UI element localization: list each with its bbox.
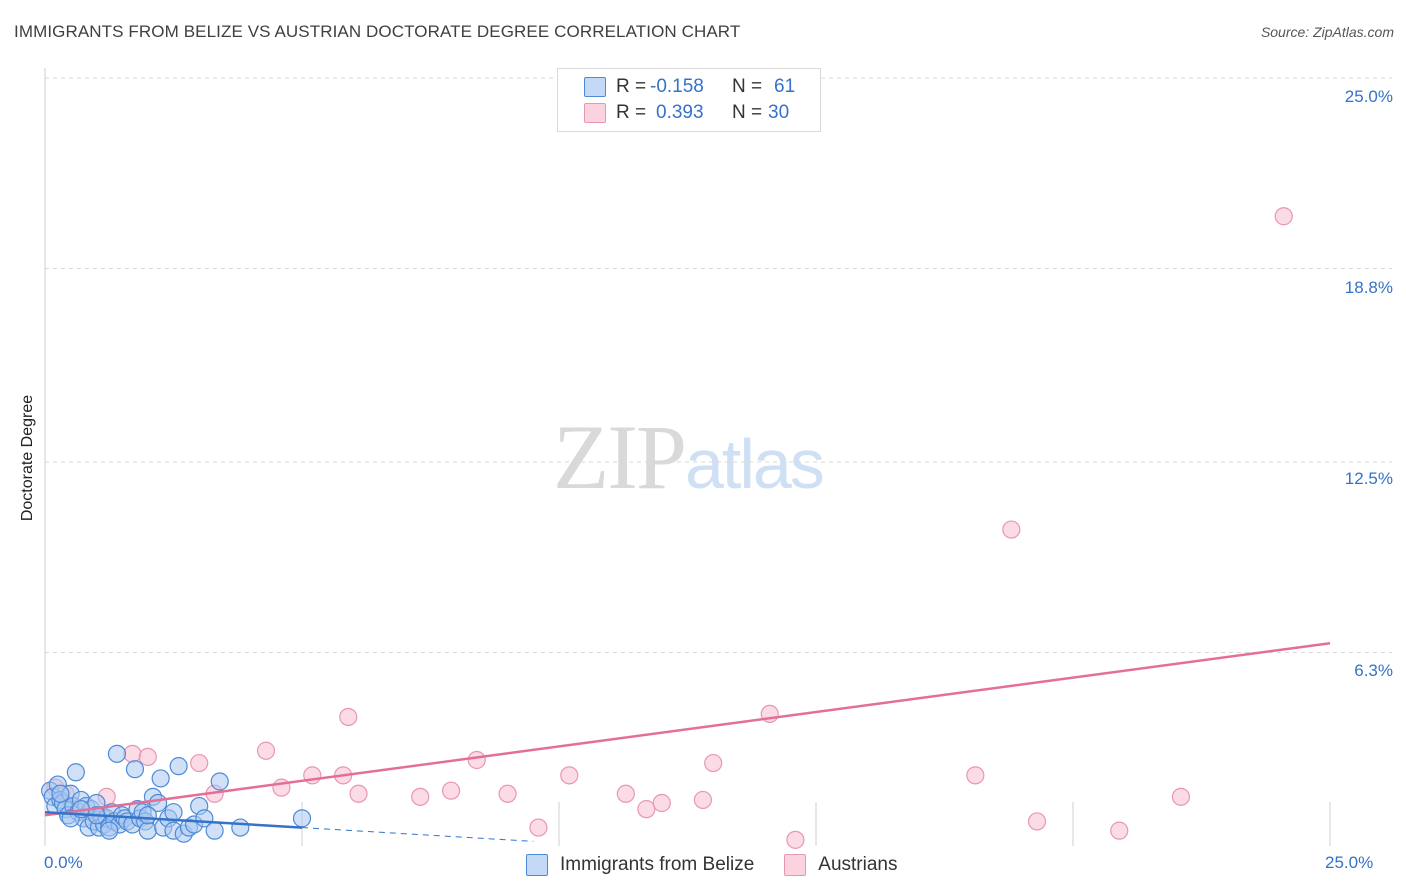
watermark: ZIPatlas <box>553 404 825 510</box>
austrians-point <box>786 830 805 849</box>
y-tick-label: 6.3% <box>1354 661 1393 680</box>
austrians-point <box>498 784 517 803</box>
y-tick-label: 18.8% <box>1344 278 1393 297</box>
belize-point <box>292 809 312 828</box>
belize-trend-extension <box>301 827 534 842</box>
austrians-point <box>1171 787 1191 806</box>
belize-point <box>125 760 145 779</box>
y-tick-label: 12.5% <box>1344 469 1393 488</box>
austrians-point <box>123 744 142 763</box>
legend-r-value-belize: -0.158 <box>650 76 704 97</box>
legend-swatch-austrians <box>584 103 606 123</box>
belize-point <box>210 772 229 791</box>
x-tick-label: 25.0% <box>1325 853 1374 872</box>
source-label: Source: ZipAtlas.com <box>1260 24 1394 40</box>
watermark-atlas: atlas <box>685 425 825 503</box>
austrians-point <box>637 800 656 819</box>
legend-n-value-austrians: 30 <box>768 102 790 123</box>
austrians-point <box>467 750 486 770</box>
austrians-point <box>693 790 713 810</box>
legend-n-label: N = <box>732 76 763 97</box>
legend-r-value-austrians: 0.393 <box>656 102 704 123</box>
x-tick-label: 0.0% <box>44 853 83 872</box>
belize-point <box>138 821 157 840</box>
belize-point <box>205 821 224 840</box>
belize-point <box>169 757 188 776</box>
legend-item-belize: Immigrants from Belize <box>526 854 754 876</box>
austrians-point <box>1110 821 1129 840</box>
austrians-trend-line <box>44 642 1331 817</box>
austrians-point <box>652 793 671 813</box>
austrians-point <box>349 784 368 803</box>
legend-r-label: R = <box>616 102 647 123</box>
austrians-point <box>560 766 579 785</box>
belize-point <box>51 784 70 803</box>
austrians-point <box>529 818 548 837</box>
legend-r-label: R = <box>616 76 647 97</box>
belize-point <box>66 763 85 782</box>
legend-swatch-austrians <box>784 854 807 876</box>
austrians-point <box>1274 207 1293 226</box>
legend-n-value-belize: 61 <box>774 76 796 97</box>
austrians-point <box>1002 520 1021 539</box>
legend-item-austrians: Austrians <box>784 854 897 876</box>
austrians-point <box>441 781 461 800</box>
belize-point <box>231 818 250 837</box>
legend-n-label: N = <box>732 102 763 123</box>
y-tick-label: 25.0% <box>1344 87 1393 106</box>
belize-point <box>107 744 127 763</box>
legend-swatch-belize <box>526 854 548 876</box>
austrians-point <box>966 766 985 785</box>
series-legend: Immigrants from Belize Austrians <box>526 852 927 878</box>
belize-point <box>138 806 157 825</box>
correlation-legend: R = -0.158 N = 61 R = 0.393 N = 30 <box>557 68 821 132</box>
legend-label-belize: Immigrants from Belize <box>560 854 755 875</box>
chart-title: IMMIGRANTS FROM BELIZE VS AUSTRIAN DOCTO… <box>14 22 741 41</box>
belize-point <box>151 769 170 788</box>
austrians-point <box>339 707 358 727</box>
austrians-point <box>138 747 157 767</box>
legend-swatch-belize <box>584 77 606 97</box>
austrians-point <box>256 741 276 760</box>
austrians-point <box>704 753 723 773</box>
belize-point <box>164 803 183 822</box>
austrians-point <box>190 753 209 773</box>
belize-trend-line <box>44 810 303 829</box>
belize-point <box>100 821 119 840</box>
austrians-point <box>1027 812 1047 831</box>
austrians-point <box>411 787 430 806</box>
legend-label-austrians: Austrians <box>818 854 898 875</box>
watermark-zip: ZIP <box>553 406 687 508</box>
austrians-point <box>616 784 635 803</box>
